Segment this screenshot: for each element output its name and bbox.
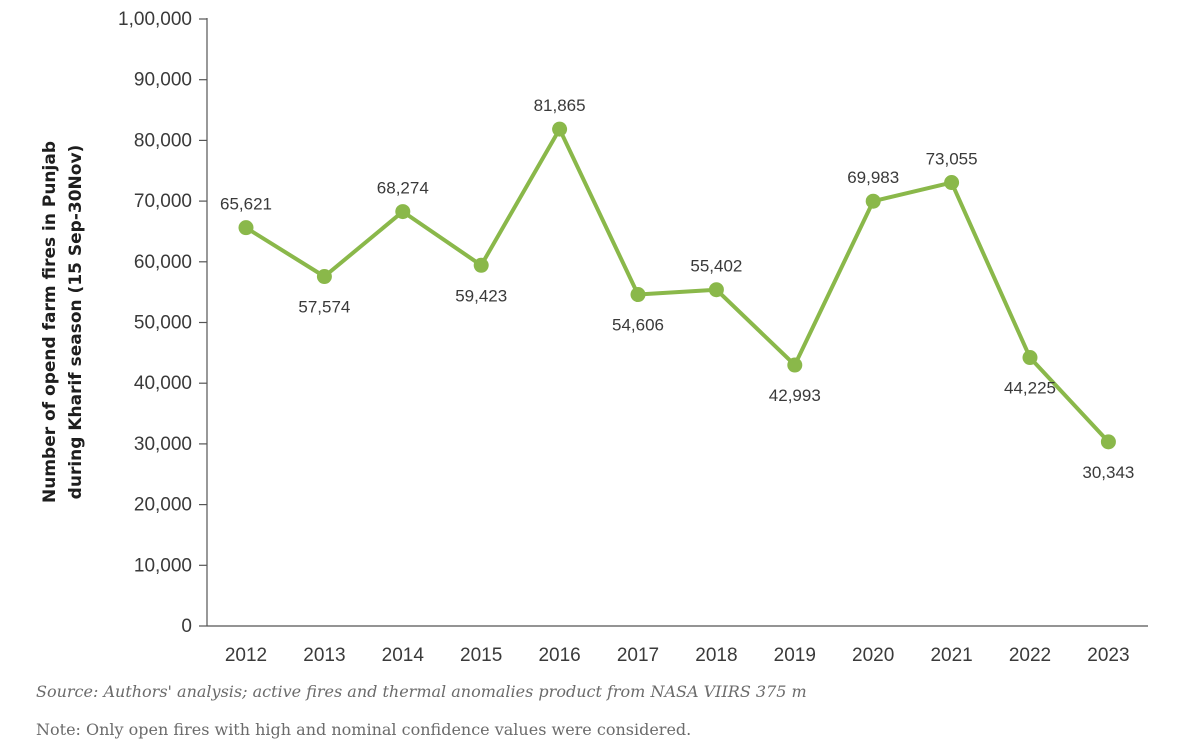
x-tick-label: 2014 — [382, 645, 425, 666]
y-tick-label: 40,000 — [134, 373, 192, 394]
data-point — [1022, 350, 1038, 366]
footnote: Note: Only open fires with high and nomi… — [36, 720, 692, 739]
source-note: Source: Authors' analysis; active fires … — [36, 682, 807, 701]
data-label: 30,343 — [1082, 463, 1134, 482]
data-point — [944, 175, 960, 191]
chart-axes — [206, 18, 1148, 627]
y-tick-label: 20,000 — [134, 495, 192, 516]
data-point — [395, 204, 411, 220]
y-tick-label: 90,000 — [134, 70, 192, 91]
data-label: 81,865 — [534, 96, 586, 115]
y-axis-ticks: 0 10,000 20,000 30,000 40,000 50,000 60,000 70,… — [118, 9, 207, 637]
x-tick-label: 2022 — [1009, 645, 1051, 666]
series-line — [244, 127, 1111, 444]
y-tick-label: 1,00,000 — [118, 9, 192, 30]
x-tick-label: 2019 — [774, 645, 816, 666]
y-tick-label: 60,000 — [134, 252, 192, 273]
x-tick-label: 2013 — [303, 645, 345, 666]
y-axis-title-line: Number of opend farm fires in Punjab — [40, 141, 60, 503]
y-tick-label: 80,000 — [134, 130, 192, 151]
series-line-group — [244, 127, 1111, 444]
data-point — [708, 282, 724, 298]
data-label: 55,402 — [690, 257, 742, 276]
x-tick-label: 2015 — [460, 645, 502, 666]
data-label: 68,274 — [377, 179, 429, 198]
data-label: 44,225 — [1004, 379, 1056, 398]
data-label: 54,606 — [612, 316, 664, 335]
y-tick-label: 70,000 — [134, 191, 192, 212]
data-point — [473, 257, 489, 273]
y-tick-label: 50,000 — [134, 313, 192, 334]
x-tick-label: 2017 — [617, 645, 659, 666]
data-point — [1100, 434, 1116, 450]
x-tick-label: 2020 — [852, 645, 894, 666]
y-axis-title-line: during Kharif season (15 Sep-30Nov) — [66, 145, 86, 500]
data-points — [238, 121, 1116, 450]
data-point — [316, 269, 332, 285]
y-axis-title: Number of opend farm fires in Punjab duri… — [40, 141, 86, 503]
y-tick-label: 0 — [181, 616, 192, 637]
data-point — [865, 193, 881, 209]
data-point — [630, 287, 646, 303]
data-label: 42,993 — [769, 386, 821, 405]
line-chart: Number of opend farm fires in Punjab duri… — [40, 9, 1148, 666]
x-axis-ticks: 2012 2013 2014 2015 2016 2017 2018 2019 2020 2021… — [225, 645, 1130, 666]
x-tick-label: 2012 — [225, 645, 267, 666]
data-labels: 65,621 57,574 68,274 59,423 81,865 54,606 55,4… — [220, 96, 1134, 482]
data-point — [787, 357, 803, 373]
data-label: 65,621 — [220, 195, 272, 214]
y-tick-label: 30,000 — [134, 434, 192, 455]
data-point — [552, 121, 568, 137]
data-point — [238, 220, 254, 236]
x-tick-label: 2023 — [1087, 645, 1129, 666]
x-tick-label: 2021 — [930, 645, 972, 666]
data-label: 57,574 — [298, 298, 350, 317]
data-label: 73,055 — [926, 150, 978, 169]
data-label: 69,983 — [847, 168, 899, 187]
y-tick-label: 10,000 — [134, 555, 192, 576]
data-label: 59,423 — [455, 286, 507, 305]
x-tick-label: 2018 — [695, 645, 737, 666]
x-tick-label: 2016 — [538, 645, 580, 666]
